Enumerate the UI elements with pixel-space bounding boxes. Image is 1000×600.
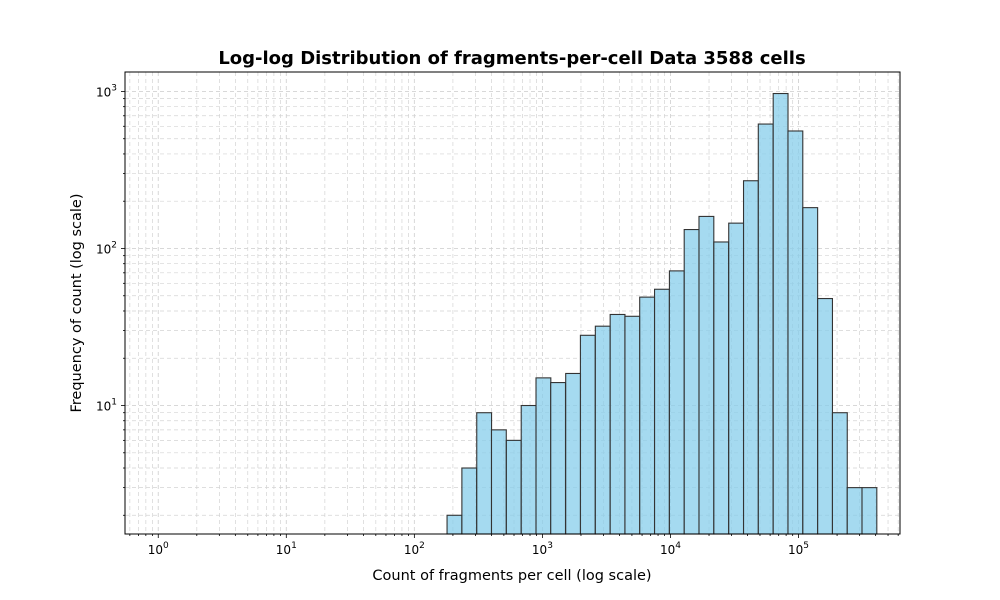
histogram-bar	[505, 439, 522, 535]
histogram-bar	[831, 412, 848, 535]
x-tick-label: 103	[532, 541, 553, 557]
histogram-bar	[728, 222, 745, 535]
histogram-bar	[802, 207, 819, 535]
histogram-bar	[594, 325, 611, 535]
x-tick-label: 100	[148, 541, 169, 557]
histogram-bar	[624, 315, 641, 535]
histogram-bar	[490, 429, 507, 535]
x-tick-label: 105	[788, 541, 809, 557]
histogram-bar	[742, 180, 759, 535]
x-tick-label: 104	[660, 541, 681, 557]
histogram-bar	[476, 412, 493, 535]
x-tick-label: 101	[276, 541, 297, 557]
histogram-bar	[446, 514, 463, 535]
y-tick-label: 102	[96, 240, 117, 256]
plot-frame	[124, 71, 901, 535]
histogram-bar	[639, 296, 656, 535]
histogram-bar	[861, 487, 878, 535]
histogram-bar	[787, 130, 804, 535]
y-tick-label: 103	[96, 83, 117, 99]
histogram-bar	[757, 123, 774, 535]
histogram-bar	[550, 382, 567, 535]
histogram-bar	[579, 334, 596, 535]
x-tick-label: 102	[404, 541, 425, 557]
histogram-bar	[565, 372, 582, 535]
x-axis-label: Count of fragments per cell (log scale)	[372, 568, 651, 584]
chart-title: Log-log Distribution of fragments-per-ce…	[218, 48, 805, 69]
histogram-bar	[668, 270, 685, 535]
histogram-bar	[817, 297, 834, 535]
histogram-bar	[653, 288, 670, 535]
histogram-bar	[520, 404, 537, 535]
histogram-bar	[535, 377, 552, 535]
histogram-bar	[846, 487, 863, 535]
y-axis-label: Frequency of count (log scale)	[69, 193, 85, 412]
histogram-bar	[609, 313, 626, 535]
histogram-bar	[713, 241, 730, 535]
histogram-bar	[461, 467, 478, 535]
histogram-bar	[772, 92, 789, 535]
histogram-bar	[698, 215, 715, 535]
axis-ticks: 100 101 102 103 104 105 101 102 103	[96, 83, 899, 557]
y-tick-label: 101	[96, 398, 117, 414]
histogram-bar	[683, 229, 700, 535]
histogram-bars	[446, 92, 878, 535]
